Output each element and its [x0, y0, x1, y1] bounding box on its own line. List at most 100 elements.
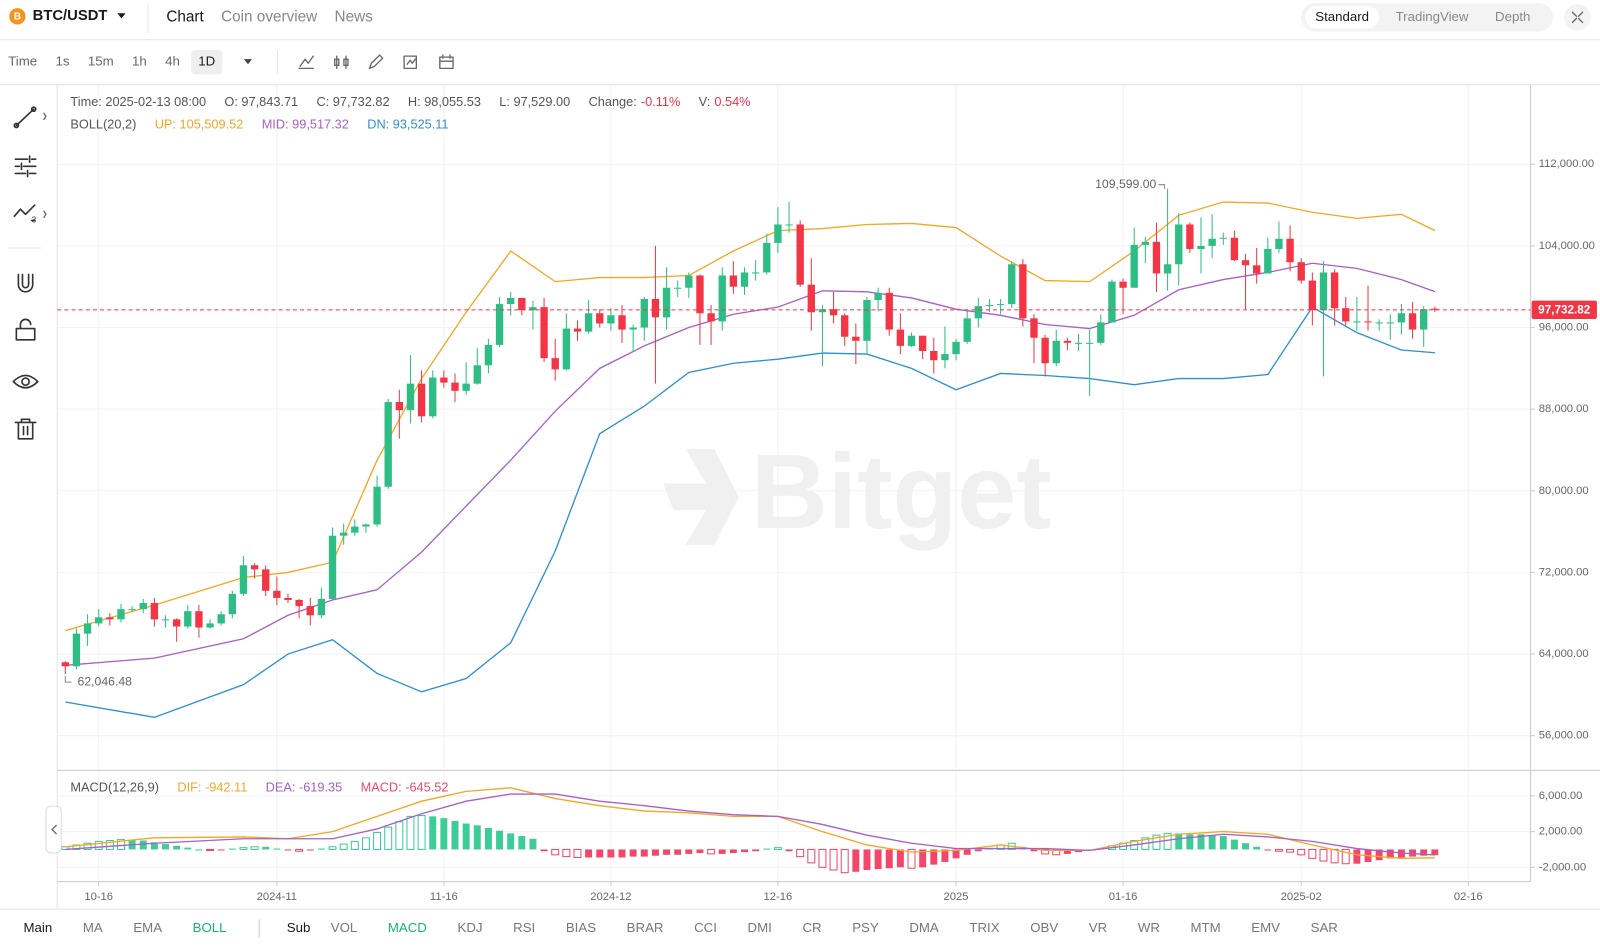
macd-bar	[339, 843, 348, 850]
sub-indicator[interactable]: MTM	[1191, 920, 1221, 935]
last-price-label: 97,732.82	[1538, 303, 1591, 316]
high-label: 109,599.00	[1095, 177, 1156, 191]
y-tick-label: 112,000.00	[1539, 158, 1594, 170]
candle-body	[1019, 264, 1027, 319]
interval-dropdown[interactable]	[243, 59, 253, 65]
candle-body	[640, 298, 648, 328]
coin-icon-glyph: B	[14, 12, 21, 23]
interval[interactable]: 15m	[88, 54, 114, 69]
y-tick-label: 96,000.00	[1539, 322, 1589, 334]
nav-tab[interactable]: Coin overview	[221, 8, 318, 25]
candle-body	[317, 598, 326, 616]
macd-bar	[1431, 849, 1439, 856]
sub-indicator[interactable]: VR	[1089, 920, 1107, 935]
view-option[interactable]: TradingView	[1396, 9, 1469, 24]
labels: Chart Coin overview News Standard TradingVie…	[8, 6, 1597, 938]
macd-bar	[1041, 848, 1050, 855]
nav-tab[interactable]: Chart	[166, 8, 204, 25]
marks	[57, 188, 1531, 874]
macd-bar	[1308, 848, 1317, 859]
macd-bar	[696, 849, 704, 854]
candle-body	[674, 287, 682, 289]
sub-indicator[interactable]: DMA	[909, 920, 939, 935]
candle-body	[150, 603, 159, 620]
sub-indicator[interactable]: WR	[1138, 920, 1160, 935]
sub-indicator[interactable]: VOL	[331, 920, 358, 935]
high-marker	[1158, 184, 1166, 189]
interval[interactable]: 4h	[165, 54, 180, 69]
sub-indicator[interactable]: KDJ	[457, 920, 482, 935]
candle-body	[284, 597, 292, 600]
nav-tab[interactable]: News	[335, 8, 374, 25]
x-tick-label: 11-16	[430, 891, 458, 903]
candle-body	[1097, 322, 1105, 343]
candle-body	[139, 603, 147, 610]
sub-indicator[interactable]: PSY	[852, 920, 879, 935]
macd-bar	[284, 849, 292, 851]
sub-indicator[interactable]: RSI	[513, 920, 535, 935]
fullscreen-button[interactable]	[1564, 4, 1591, 31]
chart-tools[interactable]	[277, 51, 454, 74]
macd-bar	[752, 849, 760, 852]
candle-body	[362, 524, 370, 527]
sub-indicator[interactable]: OBV	[1030, 920, 1058, 935]
macd-bar	[1175, 833, 1183, 850]
macd-bar	[1063, 849, 1071, 854]
macd-bar	[919, 849, 927, 868]
candle-body	[751, 272, 760, 274]
drawing-tools[interactable]: 3	[8, 106, 47, 440]
view-option[interactable]: Standard	[1315, 9, 1369, 24]
candle-body	[562, 328, 571, 370]
y-tick-label: 80,000.00	[1539, 485, 1589, 497]
info-low: L: 97,529.00	[499, 94, 570, 109]
main-indicator[interactable]: BOLL	[193, 920, 227, 935]
candle-body	[607, 315, 615, 324]
macd-bar	[874, 849, 882, 870]
sub-indicator[interactable]: TRIX	[969, 920, 999, 935]
sub-indicator[interactable]: EMV	[1251, 920, 1280, 935]
macd-bar	[674, 849, 682, 855]
sub-indicator[interactable]: MACD	[388, 920, 427, 935]
interval[interactable]: 1D	[198, 54, 215, 69]
legend-item: DIF: -942.11	[177, 780, 247, 795]
main-indicator[interactable]: EMA	[133, 920, 162, 935]
sub-indicator[interactable]: CCI	[694, 920, 717, 935]
macd-bar	[930, 849, 938, 865]
pair-dropdown[interactable]	[117, 13, 126, 19]
interval[interactable]: 1s	[56, 54, 70, 69]
macd-bar	[139, 840, 147, 850]
candle-body	[339, 532, 348, 536]
sub-indicator[interactable]: CR	[802, 920, 821, 935]
interval[interactable]: Time	[8, 54, 37, 69]
collapse-button[interactable]	[45, 805, 62, 854]
macd-bar	[629, 849, 637, 857]
sub-indicator[interactable]: BIAS	[566, 920, 596, 935]
pair-selector[interactable]: BTC/USDT	[33, 8, 108, 24]
candle-body	[1219, 237, 1227, 239]
candle-body	[1275, 238, 1283, 249]
sub-indicator[interactable]: SAR	[1311, 920, 1338, 935]
candle-body	[963, 318, 971, 342]
candle-body	[1353, 321, 1361, 323]
view-option[interactable]: Depth	[1495, 9, 1530, 24]
sub-indicator[interactable]: BRAR	[627, 920, 664, 935]
candle-body	[1197, 245, 1205, 249]
x-tick-label: 2025	[944, 891, 969, 903]
macd-bar	[273, 848, 281, 850]
candle-body	[440, 377, 448, 383]
macd-bar	[551, 848, 560, 856]
main-indicator[interactable]: MA	[83, 920, 103, 935]
macd-bar	[1030, 849, 1038, 852]
info-change-label: Change:	[589, 94, 637, 109]
macd-bar	[852, 849, 860, 872]
sub-indicator[interactable]: DMI	[748, 920, 772, 935]
candle-body	[1052, 340, 1060, 364]
macd-bar	[295, 848, 304, 852]
macd-bar	[1286, 848, 1295, 853]
interval[interactable]: 1h	[132, 54, 147, 69]
macd-bar	[395, 821, 404, 850]
candle-body	[228, 593, 236, 615]
candle-body	[1041, 337, 1049, 364]
macd-bar	[173, 845, 181, 850]
macd-bar	[162, 844, 169, 850]
